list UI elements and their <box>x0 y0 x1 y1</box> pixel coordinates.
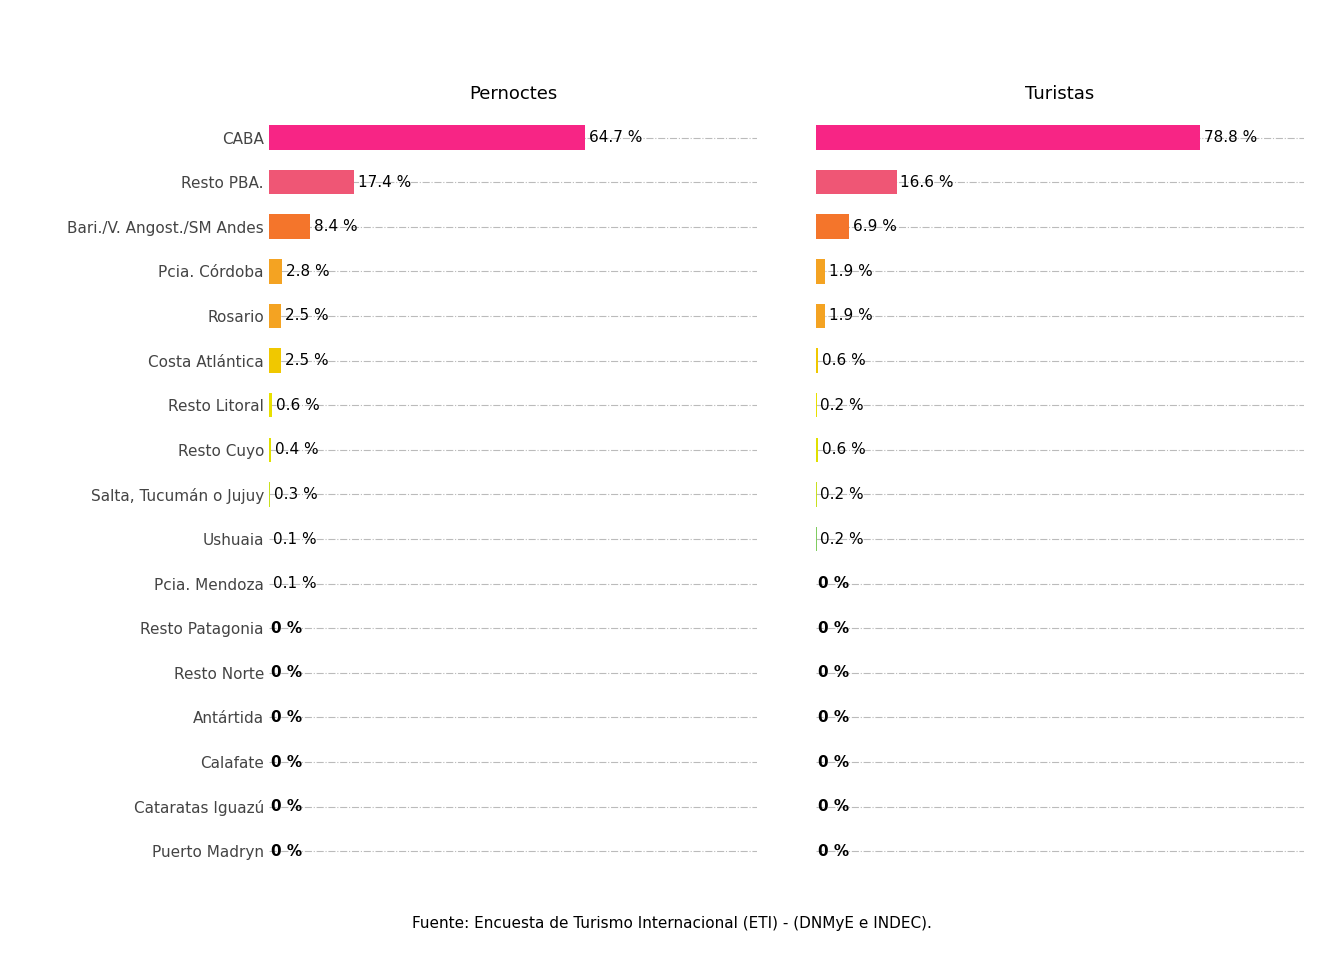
Bar <box>269 393 271 418</box>
Text: 8.4 %: 8.4 % <box>313 219 358 234</box>
Text: 0 %: 0 % <box>818 621 849 636</box>
Bar <box>269 438 270 462</box>
Text: 78.8 %: 78.8 % <box>1204 130 1258 145</box>
Text: 0.2 %: 0.2 % <box>820 487 864 502</box>
Bar <box>816 348 818 372</box>
Bar <box>269 303 281 328</box>
Text: 2.5 %: 2.5 % <box>285 353 328 368</box>
Bar <box>269 482 270 507</box>
Text: 0.6 %: 0.6 % <box>823 443 866 457</box>
Text: 0.1 %: 0.1 % <box>273 532 317 546</box>
Bar <box>269 170 353 194</box>
Text: 0 %: 0 % <box>818 576 849 591</box>
Text: 0 %: 0 % <box>271 621 302 636</box>
Text: 64.7 %: 64.7 % <box>589 130 642 145</box>
Text: 0.3 %: 0.3 % <box>274 487 319 502</box>
Text: 0 %: 0 % <box>818 799 849 814</box>
Text: 0.6 %: 0.6 % <box>823 353 866 368</box>
Text: 2.8 %: 2.8 % <box>286 264 331 278</box>
Text: 0.6 %: 0.6 % <box>276 397 320 413</box>
Text: 0.1 %: 0.1 % <box>273 576 317 591</box>
Title: Turistas: Turistas <box>1025 84 1094 103</box>
Text: 0.2 %: 0.2 % <box>820 532 864 546</box>
Text: 0 %: 0 % <box>271 844 302 859</box>
Bar <box>269 348 281 372</box>
Bar <box>816 125 1200 150</box>
Text: 2.5 %: 2.5 % <box>285 308 328 324</box>
Bar <box>816 170 896 194</box>
Text: 0 %: 0 % <box>818 710 849 725</box>
Text: 0 %: 0 % <box>271 710 302 725</box>
Bar <box>816 438 818 462</box>
Bar <box>269 214 310 239</box>
Text: 17.4 %: 17.4 % <box>358 175 411 190</box>
Text: 0.2 %: 0.2 % <box>820 397 864 413</box>
Text: 0 %: 0 % <box>818 755 849 770</box>
Text: 0 %: 0 % <box>271 665 302 681</box>
Text: 0 %: 0 % <box>271 755 302 770</box>
Text: 1.9 %: 1.9 % <box>829 308 872 324</box>
Text: 6.9 %: 6.9 % <box>853 219 896 234</box>
Text: Fuente: Encuesta de Turismo Internacional (ETI) - (DNMyE e INDEC).: Fuente: Encuesta de Turismo Internaciona… <box>413 916 931 931</box>
Bar <box>816 303 825 328</box>
Bar <box>269 259 282 283</box>
Text: 16.6 %: 16.6 % <box>900 175 954 190</box>
Text: 0 %: 0 % <box>818 665 849 681</box>
Text: 0 %: 0 % <box>271 799 302 814</box>
Title: Pernoctes: Pernoctes <box>469 84 556 103</box>
Text: 0 %: 0 % <box>818 844 849 859</box>
Bar <box>269 125 585 150</box>
Text: 1.9 %: 1.9 % <box>829 264 872 278</box>
Text: 0.4 %: 0.4 % <box>274 443 319 457</box>
Bar <box>816 214 849 239</box>
Bar <box>816 259 825 283</box>
